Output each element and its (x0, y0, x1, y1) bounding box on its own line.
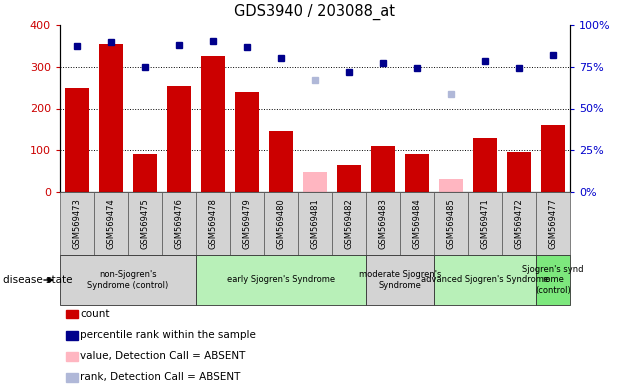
Bar (366, 255, 434, 305)
Text: GSM569473: GSM569473 (72, 198, 81, 249)
Text: GSM569479: GSM569479 (243, 198, 251, 249)
Bar (337, 165, 361, 192)
Bar (196, 255, 366, 305)
Text: count: count (80, 309, 110, 319)
Text: advanced Sjogren's Syndrome: advanced Sjogren's Syndrome (421, 275, 549, 285)
Bar (400, 192, 434, 255)
Text: GSM569472: GSM569472 (515, 198, 524, 249)
Bar (332, 192, 366, 255)
Text: rank, Detection Call = ABSENT: rank, Detection Call = ABSENT (80, 372, 241, 382)
Text: GSM569476: GSM569476 (175, 198, 183, 249)
Text: GSM569481: GSM569481 (311, 198, 319, 249)
Bar (434, 192, 468, 255)
Bar (434, 255, 536, 305)
Bar (60, 255, 196, 305)
Text: value, Detection Call = ABSENT: value, Detection Call = ABSENT (80, 351, 246, 361)
Text: GSM569485: GSM569485 (447, 198, 455, 249)
Text: disease state: disease state (3, 275, 72, 285)
Bar (536, 192, 570, 255)
Text: GSM569474: GSM569474 (106, 198, 115, 249)
Text: GSM569477: GSM569477 (549, 198, 558, 249)
Text: early Sjogren's Syndrome: early Sjogren's Syndrome (227, 275, 335, 285)
Bar (133, 154, 157, 192)
Bar (502, 192, 536, 255)
Text: GSM569483: GSM569483 (379, 198, 387, 249)
Bar (264, 192, 298, 255)
Text: GSM569484: GSM569484 (413, 198, 421, 249)
Text: percentile rank within the sample: percentile rank within the sample (80, 330, 256, 340)
Bar (366, 192, 400, 255)
Text: non-Sjogren's
Syndrome (control): non-Sjogren's Syndrome (control) (88, 270, 169, 290)
Text: GDS3940 / 203088_at: GDS3940 / 203088_at (234, 4, 396, 20)
Text: GSM569482: GSM569482 (345, 198, 353, 249)
Bar (298, 192, 332, 255)
Bar (230, 192, 264, 255)
Bar (65, 88, 89, 192)
Bar (536, 255, 570, 305)
Bar (439, 179, 463, 192)
Text: GSM569471: GSM569471 (481, 198, 490, 249)
Bar (405, 154, 429, 192)
Bar (541, 125, 565, 192)
Bar (128, 192, 162, 255)
Bar (303, 172, 327, 192)
Bar (235, 92, 259, 192)
Bar (94, 192, 128, 255)
Bar (371, 146, 395, 192)
Text: GSM569480: GSM569480 (277, 198, 285, 249)
Bar (468, 192, 502, 255)
Text: GSM569475: GSM569475 (140, 198, 149, 249)
Bar (99, 44, 123, 192)
Text: Sjogren's synd
rome
(control): Sjogren's synd rome (control) (522, 265, 584, 295)
Text: moderate Sjogren's
Syndrome: moderate Sjogren's Syndrome (359, 270, 441, 290)
Bar (269, 131, 293, 192)
Text: GSM569478: GSM569478 (209, 198, 217, 249)
Bar (473, 138, 497, 192)
Bar (167, 86, 191, 192)
Bar (196, 192, 230, 255)
Bar (60, 192, 94, 255)
Bar (162, 192, 196, 255)
Bar (507, 152, 531, 192)
Bar (201, 56, 225, 192)
